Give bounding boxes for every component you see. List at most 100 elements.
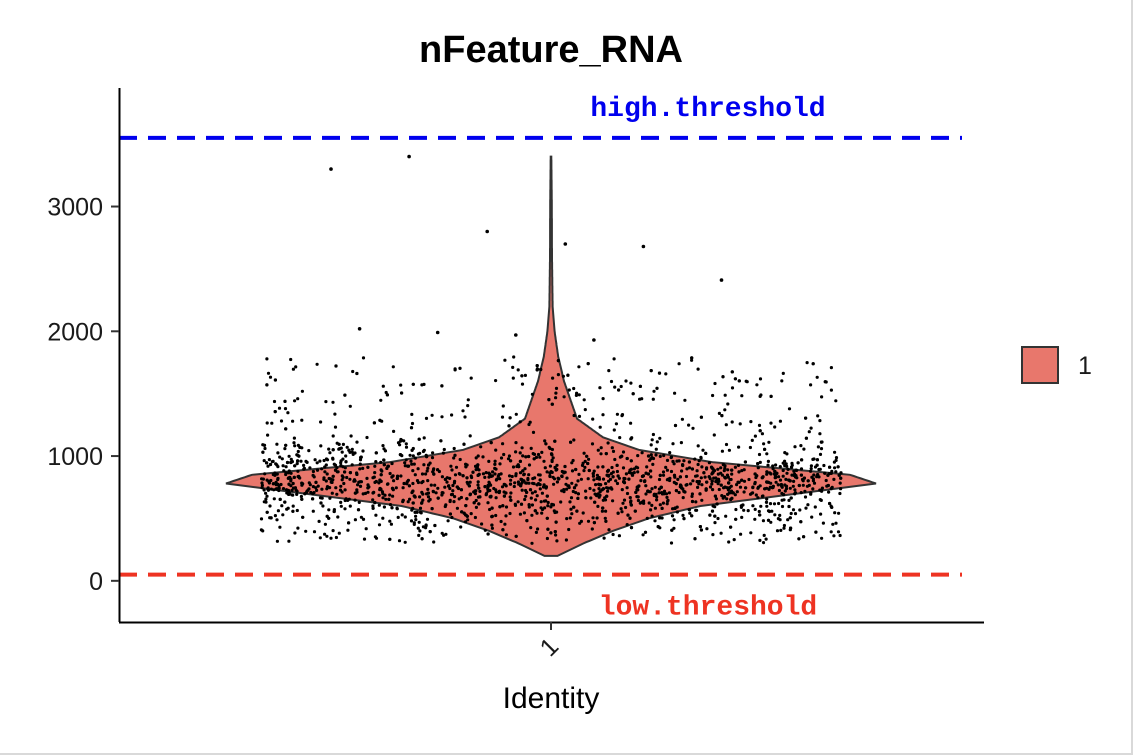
data-point [538, 487, 542, 491]
data-point [622, 498, 627, 502]
data-point [586, 477, 590, 481]
data-point [784, 477, 788, 481]
data-point [565, 487, 569, 491]
data-point [382, 458, 386, 462]
data-point [266, 464, 270, 468]
data-point [371, 491, 375, 495]
data-point [731, 491, 735, 495]
data-point [782, 526, 786, 530]
data-point [711, 533, 715, 537]
data-point [513, 502, 517, 506]
data-point [388, 519, 392, 523]
data-point [625, 491, 630, 496]
data-point [591, 474, 596, 478]
data-point [631, 392, 635, 396]
data-point [494, 513, 498, 518]
data-point [339, 504, 343, 508]
data-point [331, 400, 335, 404]
data-point [567, 527, 571, 532]
data-point [289, 477, 293, 481]
data-point [568, 500, 572, 504]
data-point [514, 412, 518, 416]
data-point [416, 467, 420, 471]
data-point [548, 474, 552, 478]
data-point [776, 517, 781, 521]
data-point [822, 463, 826, 468]
data-point [487, 480, 491, 484]
data-point [711, 393, 715, 398]
data-point [738, 485, 743, 489]
data-point [480, 522, 484, 526]
data-point [465, 514, 469, 518]
data-point [417, 437, 421, 441]
data-point [582, 451, 586, 455]
data-point [712, 433, 716, 437]
data-point [591, 516, 595, 520]
data-point [607, 528, 611, 532]
data-point [313, 458, 317, 462]
data-point [518, 451, 522, 455]
data-point [390, 506, 394, 510]
data-point [504, 514, 508, 518]
data-point [831, 522, 835, 526]
data-point [591, 417, 595, 421]
data-point [383, 493, 387, 497]
data-point [273, 410, 277, 414]
data-point [578, 521, 582, 525]
data-point [339, 464, 343, 468]
data-point [495, 477, 499, 481]
data-point [582, 469, 586, 473]
data-point [576, 492, 581, 496]
data-point [695, 469, 699, 473]
data-point [823, 380, 827, 384]
data-point [658, 516, 662, 520]
data-point [632, 471, 636, 475]
data-point [554, 386, 559, 390]
legend-key [1021, 346, 1059, 384]
data-point [743, 460, 748, 464]
data-point [594, 483, 598, 487]
data-point [649, 453, 653, 457]
data-point [295, 492, 299, 496]
data-point [324, 479, 328, 483]
data-point [374, 513, 378, 517]
data-point [788, 516, 792, 520]
data-point [544, 499, 548, 503]
data-point [532, 482, 536, 486]
data-point [380, 490, 384, 494]
data-point [740, 394, 744, 398]
data-point [613, 457, 617, 462]
data-point [268, 504, 272, 508]
data-point [693, 457, 697, 461]
data-point [385, 466, 389, 470]
data-point [806, 503, 810, 507]
data-point [756, 462, 760, 466]
data-point [828, 465, 832, 469]
data-point [336, 515, 340, 519]
data-point [315, 468, 320, 472]
y-tick-label-0: 0 [89, 568, 103, 596]
data-point [583, 459, 587, 463]
data-point [276, 482, 280, 486]
data-point [661, 473, 666, 477]
data-point [332, 462, 336, 466]
data-point [403, 540, 407, 544]
data-point [277, 486, 281, 490]
data-point [272, 488, 276, 492]
data-point [426, 495, 431, 499]
data-point [426, 491, 430, 495]
data-point [683, 490, 687, 494]
data-point [284, 472, 288, 477]
data-point [569, 496, 574, 500]
data-point [512, 355, 516, 359]
data-point [418, 506, 423, 510]
data-point [300, 418, 304, 422]
data-point [745, 380, 749, 384]
data-point [759, 504, 763, 508]
data-point [540, 491, 545, 495]
data-point [650, 503, 654, 507]
data-point [568, 516, 572, 520]
data-point [742, 479, 747, 483]
data-point [388, 537, 392, 541]
